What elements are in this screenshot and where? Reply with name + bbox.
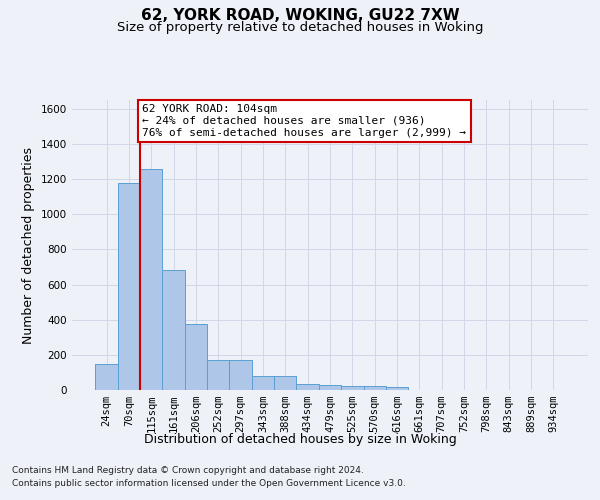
Y-axis label: Number of detached properties: Number of detached properties xyxy=(22,146,35,344)
Bar xyxy=(207,360,229,390)
Bar xyxy=(140,168,163,390)
Bar xyxy=(319,384,341,390)
Text: Distribution of detached houses by size in Woking: Distribution of detached houses by size … xyxy=(143,432,457,446)
Bar xyxy=(386,388,408,390)
Bar xyxy=(364,386,386,390)
Text: 62 YORK ROAD: 104sqm
← 24% of detached houses are smaller (936)
76% of semi-deta: 62 YORK ROAD: 104sqm ← 24% of detached h… xyxy=(142,104,466,138)
Bar xyxy=(229,360,252,390)
Text: Contains HM Land Registry data © Crown copyright and database right 2024.: Contains HM Land Registry data © Crown c… xyxy=(12,466,364,475)
Text: 62, YORK ROAD, WOKING, GU22 7XW: 62, YORK ROAD, WOKING, GU22 7XW xyxy=(140,8,460,22)
Text: Size of property relative to detached houses in Woking: Size of property relative to detached ho… xyxy=(117,21,483,34)
Bar xyxy=(185,324,207,390)
Bar xyxy=(296,384,319,390)
Bar xyxy=(274,376,296,390)
Bar xyxy=(252,376,274,390)
Bar xyxy=(163,270,185,390)
Bar xyxy=(95,364,118,390)
Bar xyxy=(341,386,364,390)
Bar xyxy=(118,184,140,390)
Text: Contains public sector information licensed under the Open Government Licence v3: Contains public sector information licen… xyxy=(12,479,406,488)
